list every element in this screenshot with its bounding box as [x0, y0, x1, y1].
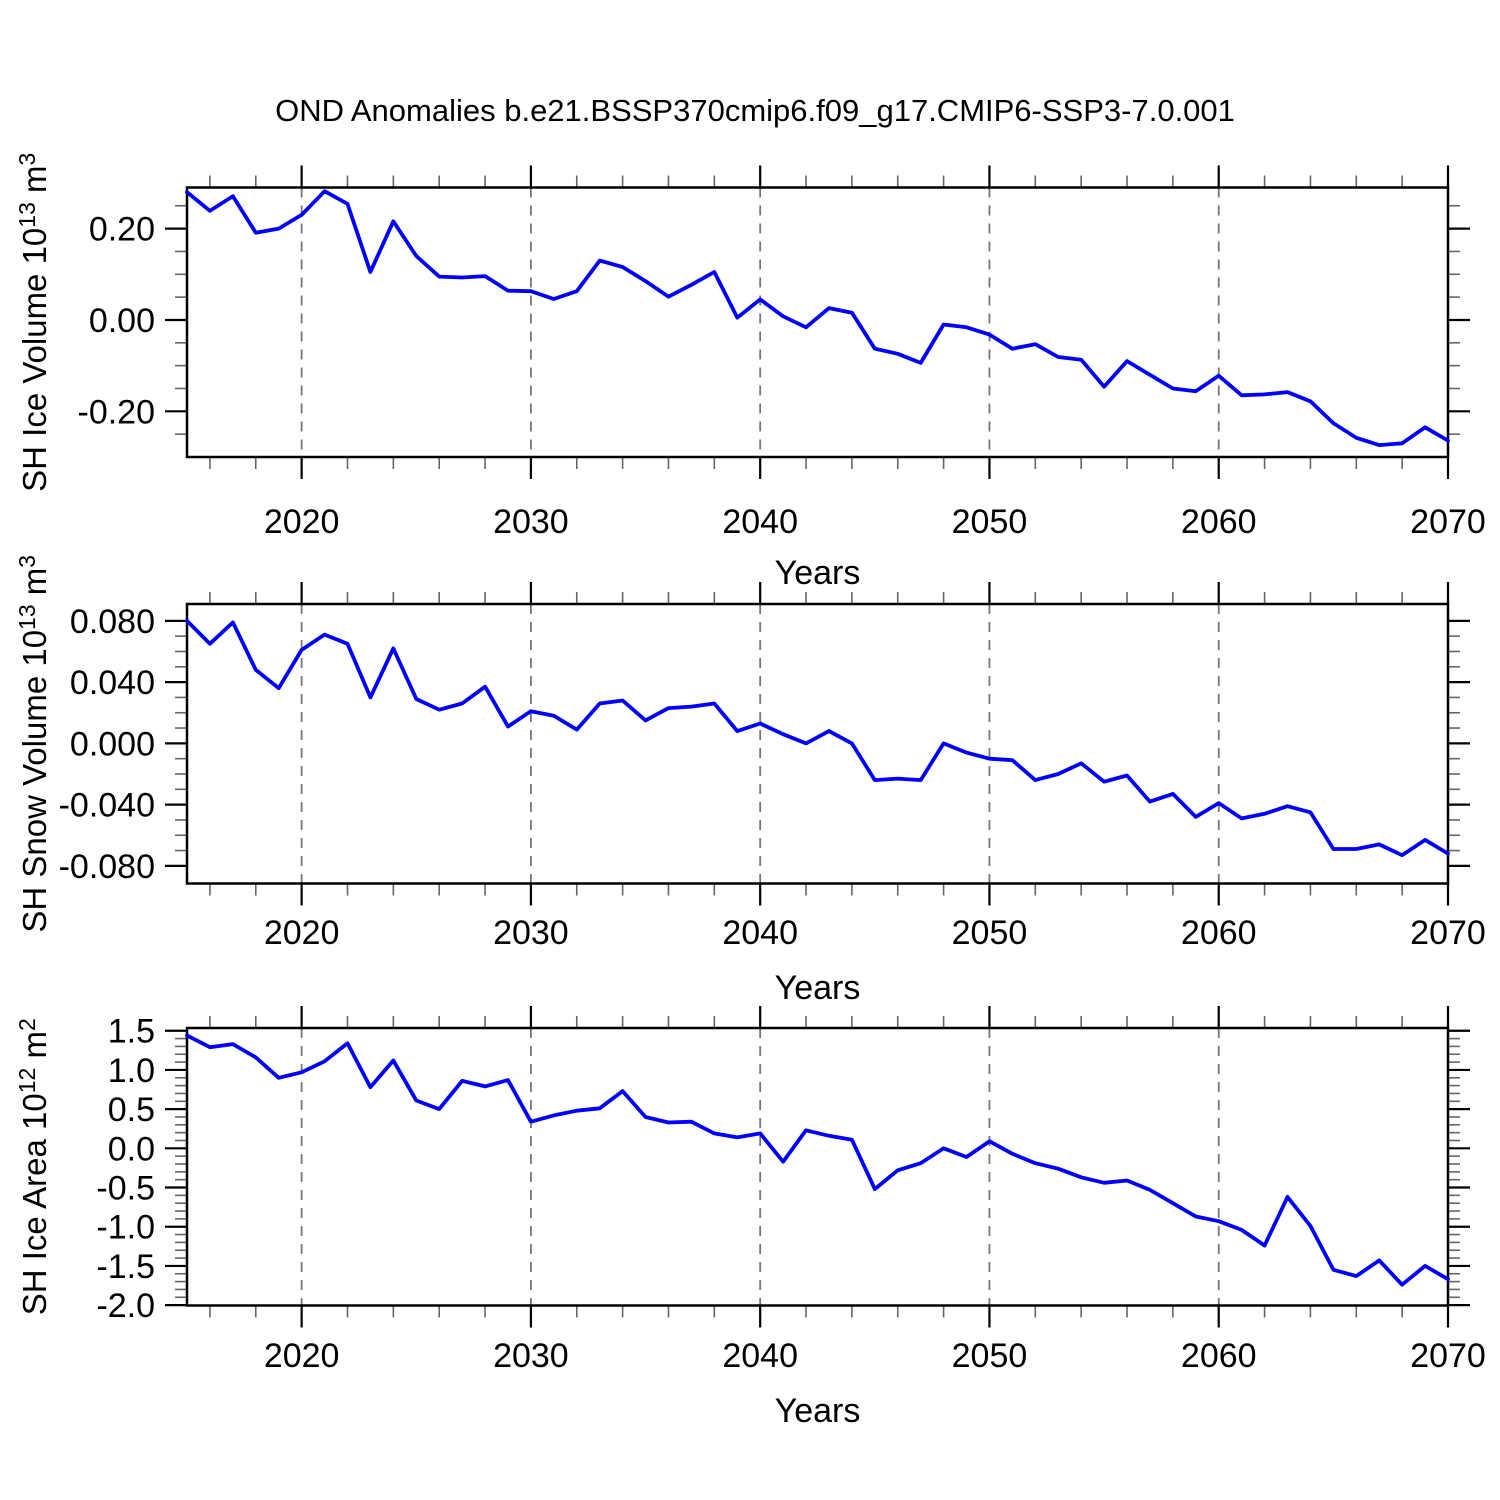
data-line-sh-ice-area [185, 1033, 1450, 1287]
x-tick-label: 2030 [493, 503, 569, 541]
x-tick-label: 2070 [1410, 1337, 1486, 1375]
y-axis-title: SH Ice Area 1012 m2 [14, 1018, 53, 1315]
x-tick-label: 2040 [722, 1337, 798, 1375]
y-tick-label: 0.000 [70, 725, 155, 763]
panels-group: 2020 2030 2040 2050 2060 2070 Years 0.20 0.00 -0.… [14, 153, 1486, 1430]
x-tick-label: 2060 [1181, 914, 1257, 952]
y-tick-label: -0.20 [78, 393, 156, 431]
data-line-sh-snow-volume [185, 618, 1450, 858]
x-tick-label: 2050 [952, 503, 1028, 541]
y-tick-label: 0.5 [108, 1091, 155, 1129]
x-tick-label: 2030 [493, 1337, 569, 1375]
x-tick-label: 2020 [264, 914, 340, 952]
x-tick-label: 2070 [1410, 914, 1486, 952]
y-tick-label: 1.0 [108, 1052, 155, 1090]
y-tick-label: 0.0 [108, 1130, 155, 1168]
y-tick-label: -1.5 [96, 1248, 155, 1286]
y-tick-label: 0.040 [70, 664, 155, 702]
x-axis-title: Years [775, 554, 861, 592]
x-tick-label: 2060 [1181, 503, 1257, 541]
plot-frame [185, 1026, 1450, 1307]
x-tick-label: 2040 [722, 503, 798, 541]
x-tick-label: 2050 [952, 914, 1028, 952]
y-axis-title: SH Snow Volume 1013 m3 [14, 555, 53, 933]
panel-sh-ice-volume: 2020 2030 2040 2050 2060 2070 Years 0.20 0.00 -0.… [14, 153, 1486, 592]
y-tick-label: 1.5 [108, 1013, 155, 1051]
y-tick-label: -0.080 [59, 848, 155, 886]
y-tick-label: -1.0 [96, 1209, 155, 1247]
plot-frame [185, 186, 1450, 459]
panel-sh-ice-area: 2020 2030 2040 2050 2060 2070 Years 1.51.00.50.… [14, 1006, 1486, 1430]
plot-frame [185, 602, 1450, 885]
x-axis-title: Years [775, 969, 861, 1007]
y-tick-label: 0.20 [89, 211, 155, 249]
x-axis-title: Years [775, 1392, 861, 1430]
y-tick-label: -0.040 [59, 787, 155, 825]
y-tick-label: -0.5 [96, 1170, 155, 1208]
x-tick-label: 2020 [264, 503, 340, 541]
data-line-sh-ice-volume [185, 189, 1450, 448]
x-tick-label: 2070 [1410, 503, 1486, 541]
chart-title: OND Anomalies b.e21.BSSP370cmip6.f09_g17… [275, 93, 1235, 128]
panel-sh-snow-volume: 2020 2030 2040 2050 2060 2070 Years 0.080 0.040 0… [14, 555, 1486, 1007]
y-tick-label: -2.0 [96, 1287, 155, 1325]
y-tick-label: 0.00 [89, 302, 155, 340]
y-axis-title: SH Ice Volume 1013 m3 [14, 153, 53, 492]
x-tick-label: 2060 [1181, 1337, 1257, 1375]
x-tick-label: 2040 [722, 914, 798, 952]
y-tick-label: 0.080 [70, 603, 155, 641]
x-tick-label: 2030 [493, 914, 569, 952]
x-tick-label: 2050 [952, 1337, 1028, 1375]
x-tick-label: 2020 [264, 1337, 340, 1375]
